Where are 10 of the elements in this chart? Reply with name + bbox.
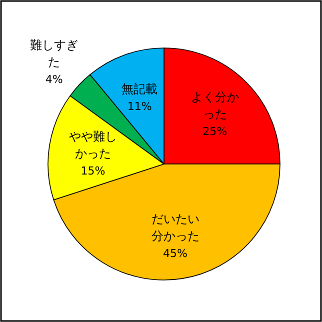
data-label: 4%: [45, 72, 63, 86]
slice-label: 難しすぎた: [30, 38, 78, 69]
slice-label: よく分かった: [190, 90, 239, 122]
data-label: 25%: [202, 125, 228, 138]
slice-label: やや難しかった: [68, 130, 117, 161]
data-label: 45%: [163, 247, 188, 260]
slice-label: 無記載: [122, 82, 158, 96]
slice-label: だいたい分かった: [151, 212, 200, 244]
data-label: 11%: [127, 100, 152, 113]
data-label: 15%: [80, 164, 106, 178]
